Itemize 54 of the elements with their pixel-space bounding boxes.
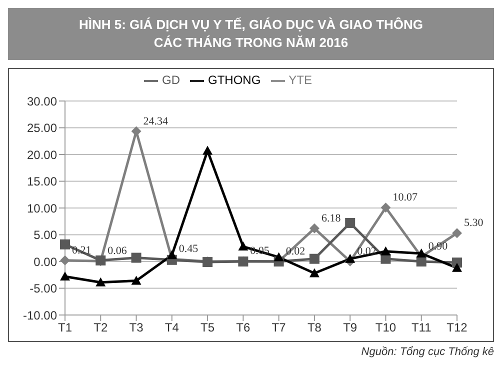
y-tick-label: 0.00 [34,254,58,269]
y-tick-label: 20.00 [26,148,58,162]
point [452,262,462,272]
data-label: 24.34 [143,115,169,128]
point [380,202,391,213]
point [131,276,142,285]
x-tick-label: T7 [272,320,286,335]
point [202,146,213,155]
chart-title: HÌNH 5: GIÁ DỊCH VỤ Y TẾ, GIÁO DỤC VÀ GIAO THÔNG CÁC THÁNG TRONG NĂM 2016 [78,16,424,52]
text: Nguồn: Tổng cục Thống kê [360,346,494,358]
y-tick-label: 10.00 [26,201,58,216]
point [238,242,248,251]
legend-label: GTHONG [208,73,261,87]
point [380,246,391,256]
y-tick-label: 30.00 [26,94,58,108]
y-tick-label: 25.00 [26,121,58,136]
data-label: 10.07 [392,192,418,204]
y-tick-label: 15.00 [26,174,58,189]
x-tick-label: T3 [129,320,144,335]
data-label: 0.06 [108,245,128,258]
legend-label: YTE [288,73,312,87]
x-tick-label: T5 [200,320,215,335]
y-tick-label: -5.00 [30,282,58,296]
x-tick-label: T1 [58,320,72,335]
point [60,239,70,250]
point [345,254,356,263]
x-tick-label: T9 [343,320,358,335]
legend-label: GD [162,73,180,87]
point [274,252,284,262]
point [309,254,320,264]
point [166,250,177,260]
x-tick-label: T11 [411,320,432,335]
x-tick-label: T10 [375,320,396,335]
x-tick-label: T4 [164,320,180,335]
x-tick-label: T6 [236,320,251,335]
data-label: 6.18 [321,212,342,224]
point [309,223,320,234]
point [452,228,462,238]
x-tick-label: T12 [446,320,468,335]
point [416,256,426,266]
point [60,271,70,280]
data-label: 5.30 [464,217,484,230]
y-tick-label: 5.00 [34,228,58,242]
point [131,126,142,136]
point [96,277,106,286]
y-tick-label: -10.00 [22,308,58,322]
x-tick-label: T2 [94,320,108,335]
point [416,248,426,258]
x-tick-label: T8 [307,320,322,335]
point [345,218,356,228]
point [60,255,70,266]
data-label: 0.45 [178,243,199,256]
point [131,252,142,263]
point [309,268,320,278]
